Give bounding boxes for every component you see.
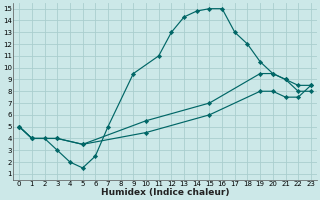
X-axis label: Humidex (Indice chaleur): Humidex (Indice chaleur) <box>101 188 229 197</box>
